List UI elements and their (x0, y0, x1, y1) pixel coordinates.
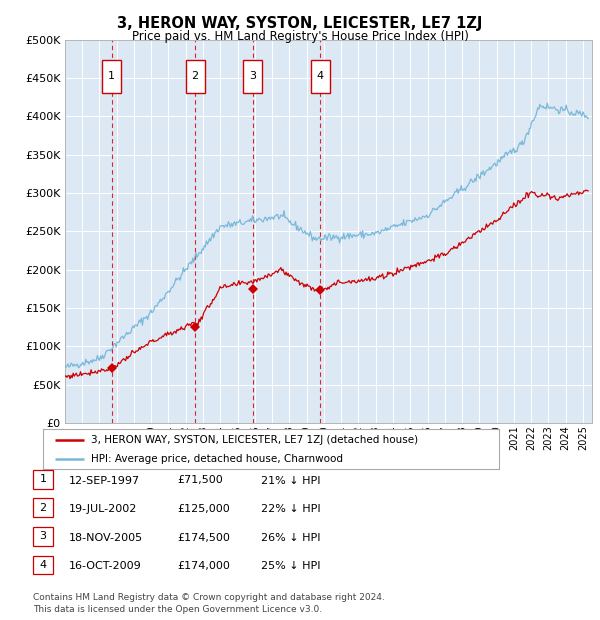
Text: 3: 3 (250, 71, 256, 81)
Text: £71,500: £71,500 (177, 476, 223, 485)
Text: 1: 1 (108, 71, 115, 81)
Text: HPI: Average price, detached house, Charnwood: HPI: Average price, detached house, Char… (91, 454, 343, 464)
Text: 3: 3 (40, 531, 46, 541)
FancyBboxPatch shape (102, 60, 121, 92)
Text: 16-OCT-2009: 16-OCT-2009 (69, 561, 142, 571)
Text: 12-SEP-1997: 12-SEP-1997 (69, 476, 140, 485)
Text: 22% ↓ HPI: 22% ↓ HPI (261, 504, 320, 514)
Text: £125,000: £125,000 (177, 504, 230, 514)
Text: 3, HERON WAY, SYSTON, LEICESTER, LE7 1ZJ: 3, HERON WAY, SYSTON, LEICESTER, LE7 1ZJ (118, 16, 482, 31)
Text: 21% ↓ HPI: 21% ↓ HPI (261, 476, 320, 485)
Text: 26% ↓ HPI: 26% ↓ HPI (261, 533, 320, 542)
Text: Contains HM Land Registry data © Crown copyright and database right 2024.
This d: Contains HM Land Registry data © Crown c… (33, 593, 385, 614)
Text: Price paid vs. HM Land Registry's House Price Index (HPI): Price paid vs. HM Land Registry's House … (131, 30, 469, 43)
Text: 25% ↓ HPI: 25% ↓ HPI (261, 561, 320, 571)
FancyBboxPatch shape (185, 60, 205, 92)
FancyBboxPatch shape (244, 60, 262, 92)
Text: 2: 2 (191, 71, 199, 81)
Text: 4: 4 (317, 71, 324, 81)
FancyBboxPatch shape (311, 60, 330, 92)
Text: 19-JUL-2002: 19-JUL-2002 (69, 504, 137, 514)
Text: 18-NOV-2005: 18-NOV-2005 (69, 533, 143, 542)
Text: £174,500: £174,500 (177, 533, 230, 542)
Text: £174,000: £174,000 (177, 561, 230, 571)
Text: 4: 4 (40, 560, 46, 570)
Text: 3, HERON WAY, SYSTON, LEICESTER, LE7 1ZJ (detached house): 3, HERON WAY, SYSTON, LEICESTER, LE7 1ZJ… (91, 435, 418, 445)
Text: 2: 2 (40, 503, 46, 513)
Text: 1: 1 (40, 474, 46, 484)
